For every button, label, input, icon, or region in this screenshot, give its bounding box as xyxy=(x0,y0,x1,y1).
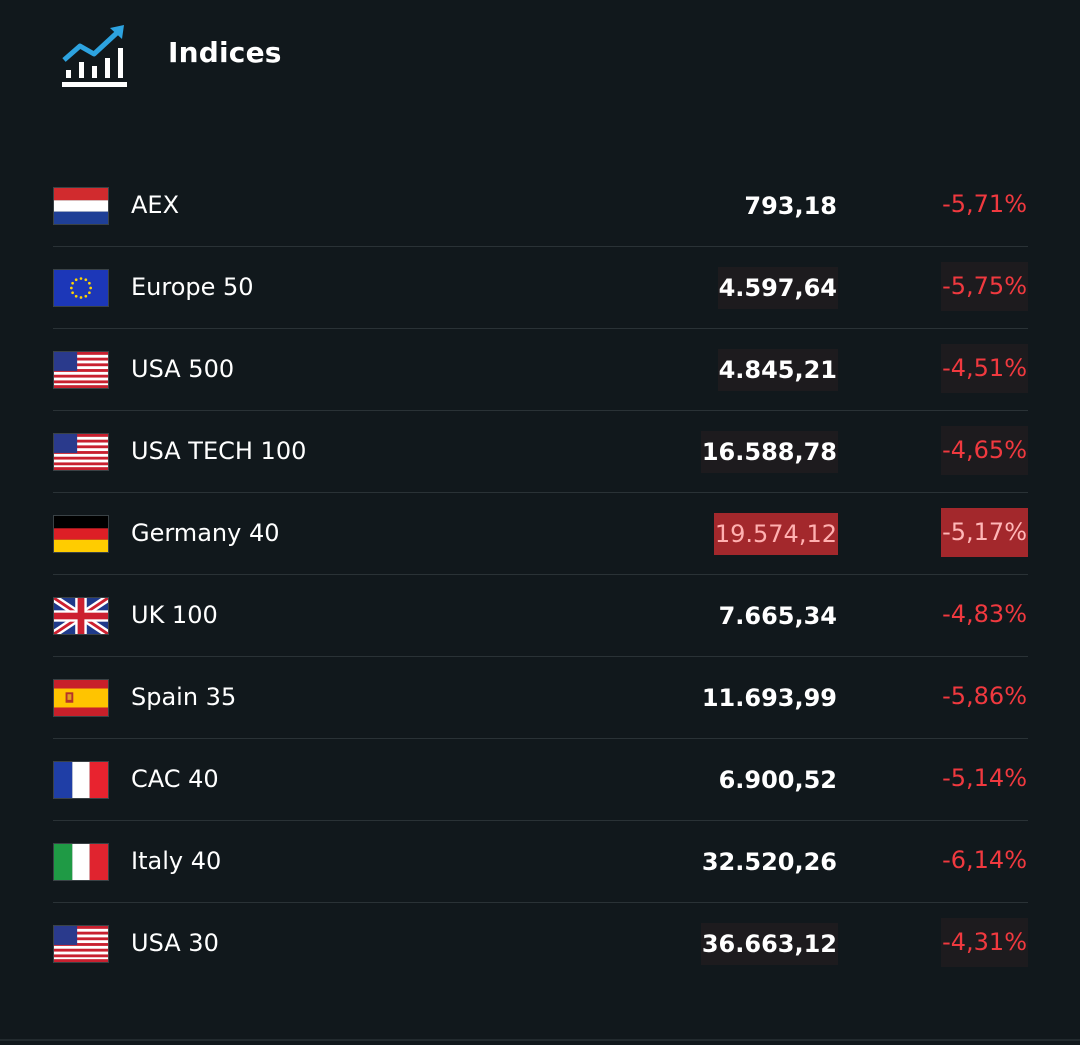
index-name: Italy 40 xyxy=(131,847,222,875)
france-flag-icon xyxy=(53,761,109,799)
index-change: -6,14% xyxy=(942,846,1027,874)
index-name: USA TECH 100 xyxy=(131,437,307,465)
index-row-spain-35[interactable]: Spain 35 11.693,99 -5,86% xyxy=(53,657,1028,739)
panel-header: Indices xyxy=(0,0,1080,112)
index-row-aex[interactable]: AEX 793,18 -5,71% xyxy=(53,165,1028,247)
index-price: 11.693,99 xyxy=(701,684,837,712)
index-row-usa-30[interactable]: USA 30 36.663,12 -4,31% xyxy=(53,903,1028,984)
index-price: 4.597,64 xyxy=(717,267,838,309)
index-price: 32.520,26 xyxy=(701,848,837,876)
index-name: USA 30 xyxy=(131,929,219,957)
usa-flag-icon xyxy=(53,925,109,963)
index-row-usa-tech-100[interactable]: USA TECH 100 16.588,78 -4,65% xyxy=(53,411,1028,493)
index-name: CAC 40 xyxy=(131,765,219,793)
index-price: 36.663,12 xyxy=(700,923,838,965)
index-change: -4,31% xyxy=(941,918,1028,967)
index-name: UK 100 xyxy=(131,601,218,629)
usa-flag-icon xyxy=(53,433,109,471)
index-price: 16.588,78 xyxy=(700,431,838,473)
index-name: Germany 40 xyxy=(131,519,280,547)
index-name: Europe 50 xyxy=(131,273,254,301)
indices-list: AEX 793,18 -5,71% xyxy=(53,165,1028,984)
spain-flag-icon xyxy=(53,679,109,717)
usa-flag-icon xyxy=(53,351,109,389)
germany-flag-icon xyxy=(53,515,109,553)
chart-trend-up-icon xyxy=(62,25,127,87)
index-price: 4.845,21 xyxy=(717,349,838,391)
netherlands-flag-icon xyxy=(53,187,109,225)
index-change: -5,14% xyxy=(942,764,1027,792)
index-row-cac-40[interactable]: CAC 40 6.900,52 -5,14% xyxy=(53,739,1028,821)
index-name: USA 500 xyxy=(131,355,235,383)
index-price: 6.900,52 xyxy=(718,766,837,794)
index-row-usa-500[interactable]: USA 500 4.845,21 -4,51% xyxy=(53,329,1028,411)
index-row-uk-100[interactable]: UK 100 7.665,34 -4,83% xyxy=(53,575,1028,657)
index-change: -5,75% xyxy=(941,262,1028,311)
index-name: AEX xyxy=(131,191,180,219)
bottom-divider xyxy=(0,1039,1080,1041)
index-row-europe-50[interactable]: Europe 50 4.597,64 -5,75% xyxy=(53,247,1028,329)
index-change: -4,65% xyxy=(941,426,1028,475)
index-change: -5,71% xyxy=(942,190,1027,218)
index-row-italy-40[interactable]: Italy 40 32.520,26 -6,14% xyxy=(53,821,1028,903)
index-price: 7.665,34 xyxy=(718,602,837,630)
page-title: Indices xyxy=(168,36,282,69)
index-row-germany-40[interactable]: Germany 40 19.574,12 -5,17% xyxy=(53,493,1028,575)
index-change: -5,86% xyxy=(942,682,1027,710)
eu-flag-icon xyxy=(53,269,109,307)
uk-flag-icon xyxy=(53,597,109,635)
index-change: -4,51% xyxy=(941,344,1028,393)
index-change: -5,17% xyxy=(941,508,1028,557)
italy-flag-icon xyxy=(53,843,109,881)
index-price: 793,18 xyxy=(744,192,837,220)
index-change: -4,83% xyxy=(942,600,1027,628)
index-name: Spain 35 xyxy=(131,683,237,711)
index-price: 19.574,12 xyxy=(713,513,838,555)
